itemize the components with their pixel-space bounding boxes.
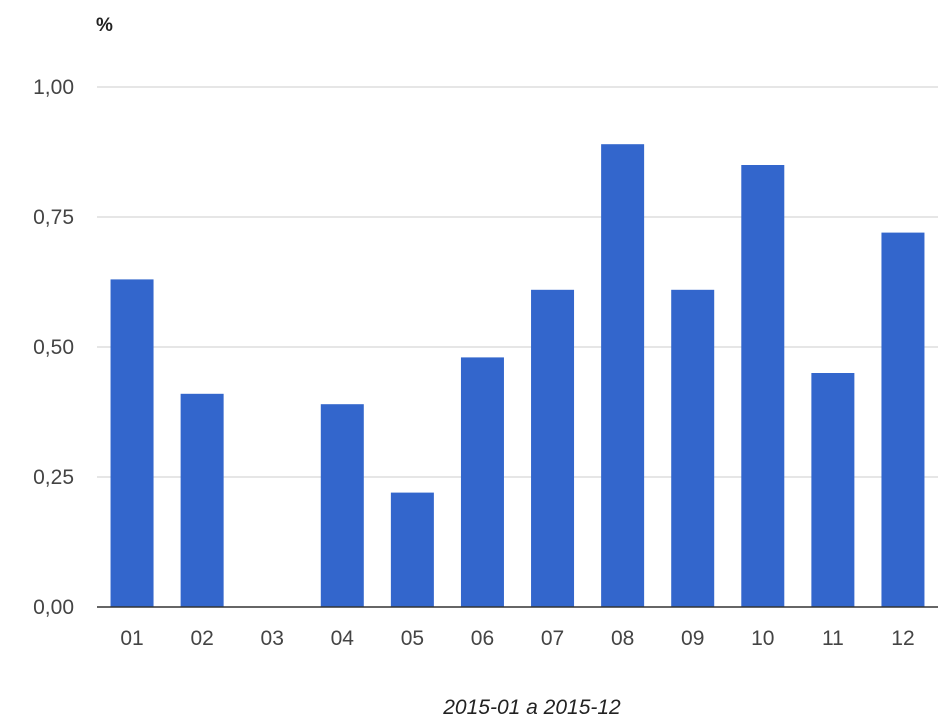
x-tick-label-02: 02	[190, 627, 213, 650]
y-tick-label: 0,50	[33, 336, 74, 359]
x-tick-label-03: 03	[261, 627, 284, 650]
y-tick-label: 0,00	[33, 596, 74, 619]
bar-07	[531, 289, 575, 607]
x-tick-label-04: 04	[331, 627, 355, 650]
bar-06	[460, 357, 504, 607]
bars	[110, 144, 925, 607]
bar-08	[601, 144, 645, 607]
x-tick-label-05: 05	[401, 627, 424, 650]
y-axis-tick-labels: 0,00 0,25 0,50 0,75 1,00	[33, 76, 74, 619]
bar-04	[320, 404, 364, 607]
bar-11	[811, 373, 855, 607]
x-tick-label-08: 08	[611, 627, 634, 650]
bar-02	[180, 393, 224, 607]
y-tick-label: 1,00	[33, 76, 74, 99]
bar-10	[741, 165, 785, 607]
gridlines	[97, 86, 938, 478]
x-tick-label-11: 11	[822, 627, 844, 650]
x-axis-title: 2015-01 a 2015-12	[442, 696, 621, 719]
x-axis-tick-labels: 01 02 03 04 05 06 07 08 09 10 11 12	[120, 627, 914, 650]
x-tick-label-06: 06	[471, 627, 494, 650]
y-axis-unit-label: %	[96, 15, 113, 36]
bar-09	[671, 289, 715, 607]
x-tick-label-07: 07	[541, 627, 564, 650]
y-tick-label: 0,75	[33, 206, 74, 229]
bar-12	[881, 232, 925, 607]
x-tick-label-01: 01	[120, 627, 143, 650]
bar-01	[110, 279, 154, 607]
y-tick-label: 0,25	[33, 466, 74, 489]
x-tick-label-10: 10	[751, 627, 774, 650]
x-tick-label-09: 09	[681, 627, 704, 650]
x-tick-label-12: 12	[891, 627, 914, 650]
bar-05	[390, 492, 434, 607]
